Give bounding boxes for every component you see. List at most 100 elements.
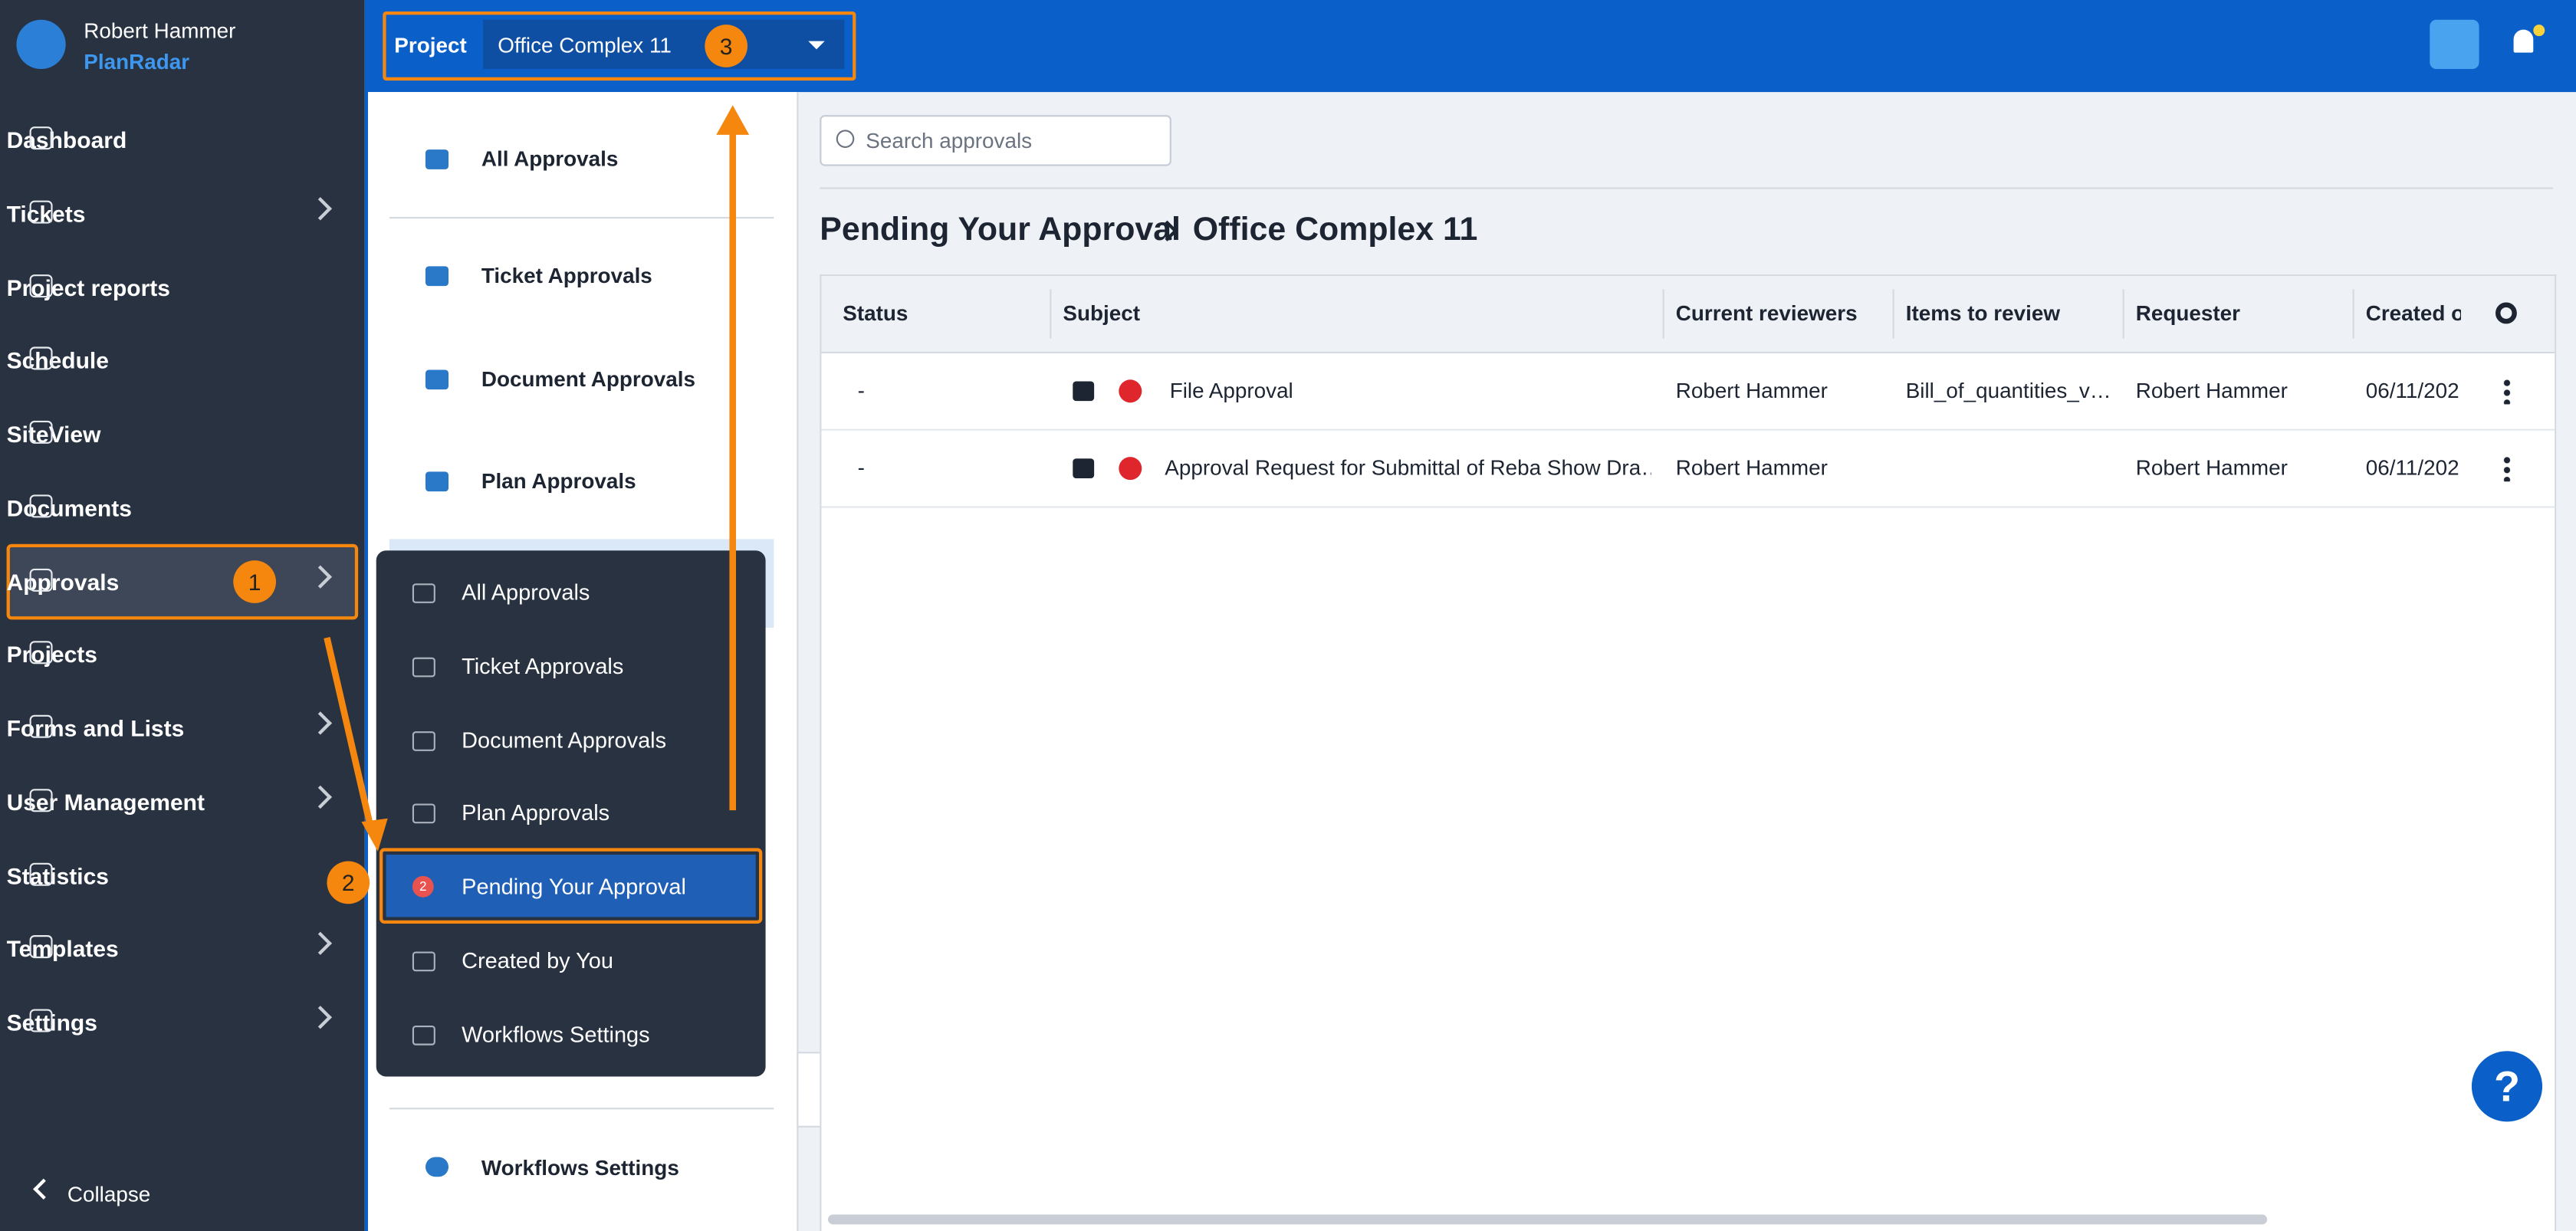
- nav-item[interactable]: Settings: [7, 988, 355, 1057]
- project-value: Office Complex 11: [498, 32, 672, 58]
- nav-item[interactable]: Project reports: [7, 253, 355, 322]
- column-header[interactable]: Subject: [1063, 300, 1141, 326]
- icon: [412, 583, 435, 603]
- table-row[interactable]: [821, 430, 2555, 508]
- column-divider: [1050, 289, 1052, 339]
- nav-icon: [29, 346, 53, 370]
- user-name: Robert Hammer: [84, 18, 236, 43]
- column-header[interactable]: Created o: [2365, 300, 2461, 326]
- clock-icon: [1119, 457, 1142, 481]
- cell: -: [857, 455, 865, 481]
- nav-icon: [29, 494, 53, 518]
- cell: Robert Hammer: [1675, 455, 1828, 481]
- cell: -: [857, 378, 865, 403]
- nav-label: SiteView: [6, 420, 101, 448]
- breadcrumb-current: Office Complex 11: [1192, 212, 1478, 248]
- table-settings[interactable]: [2496, 302, 2517, 324]
- help-button[interactable]: [2466, 1046, 2548, 1127]
- cell: 06/11/202: [2365, 455, 2459, 481]
- nav-item[interactable]: Tickets: [7, 179, 355, 248]
- stamp-icon: [1073, 381, 1095, 402]
- nav-label: Statistics: [6, 862, 109, 890]
- annotation: 3: [705, 25, 748, 67]
- column-header[interactable]: Items to review: [1905, 300, 2061, 326]
- badge: 2: [412, 875, 434, 898]
- cell: File Approval: [1169, 378, 1293, 403]
- nav-item[interactable]: SiteView: [7, 399, 355, 468]
- arrowhead: [361, 818, 388, 852]
- notifications[interactable]: [2513, 29, 2534, 53]
- nav-icon: [29, 420, 53, 444]
- separator: [389, 217, 774, 219]
- panel-item[interactable]: Document Approvals: [481, 366, 695, 392]
- nav-item[interactable]: Templates: [7, 914, 355, 983]
- brand: PlanRadar: [84, 49, 190, 74]
- divider: [364, 0, 368, 1231]
- collapse[interactable]: Collapse: [67, 1181, 151, 1206]
- nav-label: Approvals: [6, 568, 120, 596]
- project-dropdown[interactable]: [483, 19, 845, 70]
- nav-icon: [29, 641, 53, 665]
- panel-item[interactable]: All Approvals: [481, 146, 619, 171]
- arrowhead: [716, 105, 750, 135]
- column-header[interactable]: Requester: [2135, 300, 2240, 326]
- icon: [412, 951, 435, 972]
- icon: [412, 730, 435, 751]
- column-divider: [1892, 289, 1894, 339]
- icon: [426, 369, 449, 390]
- submenu-item[interactable]: Document Approvals: [462, 727, 667, 753]
- icon: [412, 657, 435, 677]
- nav-item[interactable]: Approvals: [7, 547, 355, 616]
- nav-item[interactable]: Projects: [7, 619, 355, 688]
- sidebar: Robert Hammer PlanRadar Collapse Dashboa…: [0, 0, 365, 1231]
- row-menu[interactable]: [2503, 378, 2511, 405]
- icon: [412, 1025, 435, 1046]
- cell: Robert Hammer: [2135, 378, 2288, 403]
- nav-icon: [29, 862, 53, 886]
- cell: Bill_of_quantities_v…: [1905, 378, 2111, 403]
- submenu-item[interactable]: Ticket Approvals: [462, 653, 624, 679]
- panel-footer[interactable]: Workflows Settings: [481, 1155, 679, 1180]
- separator: [389, 1108, 774, 1110]
- column-header[interactable]: Status: [843, 300, 909, 326]
- panel-item[interactable]: Plan Approvals: [481, 468, 636, 494]
- submenu-item[interactable]: Created by You: [462, 948, 613, 973]
- annotation: 1: [233, 560, 276, 603]
- nav-icon: [29, 1009, 53, 1032]
- submenu-item[interactable]: Workflows Settings: [462, 1022, 650, 1047]
- cell: 06/11/202: [2365, 378, 2459, 403]
- annotation: 2: [327, 861, 370, 904]
- nav-item[interactable]: User Management: [7, 767, 355, 836]
- submenu-item[interactable]: All Approvals: [462, 579, 590, 606]
- breadcrumb-parent[interactable]: Pending Your Approval: [820, 212, 1181, 248]
- nav-item[interactable]: Schedule: [7, 326, 355, 395]
- nav-item[interactable]: Documents: [7, 474, 355, 543]
- separator: [820, 187, 2553, 189]
- nav-item[interactable]: Statistics: [7, 842, 355, 911]
- search-box[interactable]: Search approvals: [820, 115, 1171, 166]
- submenu-item[interactable]: Pending Your Approval: [462, 875, 686, 900]
- nav-label: Documents: [6, 494, 132, 521]
- cell: Approval Request for Submittal of Reba S…: [1165, 455, 1651, 481]
- column-header[interactable]: Current reviewers: [1675, 300, 1858, 326]
- project-label: Project: [394, 32, 467, 58]
- scrollbar: [828, 1214, 2268, 1225]
- nav-label: Templates: [6, 935, 119, 962]
- nav-item[interactable]: Dashboard: [7, 105, 355, 174]
- panel-item[interactable]: Ticket Approvals: [481, 263, 652, 288]
- stamp-icon: [1073, 458, 1095, 478]
- table-row[interactable]: [821, 353, 2555, 431]
- clock-icon: [1119, 379, 1142, 403]
- logo: [16, 19, 66, 70]
- nav-item[interactable]: Forms and Lists: [7, 694, 355, 763]
- nav-icon: [29, 200, 53, 224]
- notification-dot: [2533, 25, 2545, 37]
- cell: Robert Hammer: [2135, 455, 2288, 481]
- row-menu[interactable]: [2503, 455, 2511, 482]
- column-divider: [1662, 289, 1664, 339]
- app-switch[interactable]: [2430, 19, 2479, 70]
- submenu-item[interactable]: Plan Approvals: [462, 801, 610, 826]
- project-selector[interactable]: [383, 11, 856, 81]
